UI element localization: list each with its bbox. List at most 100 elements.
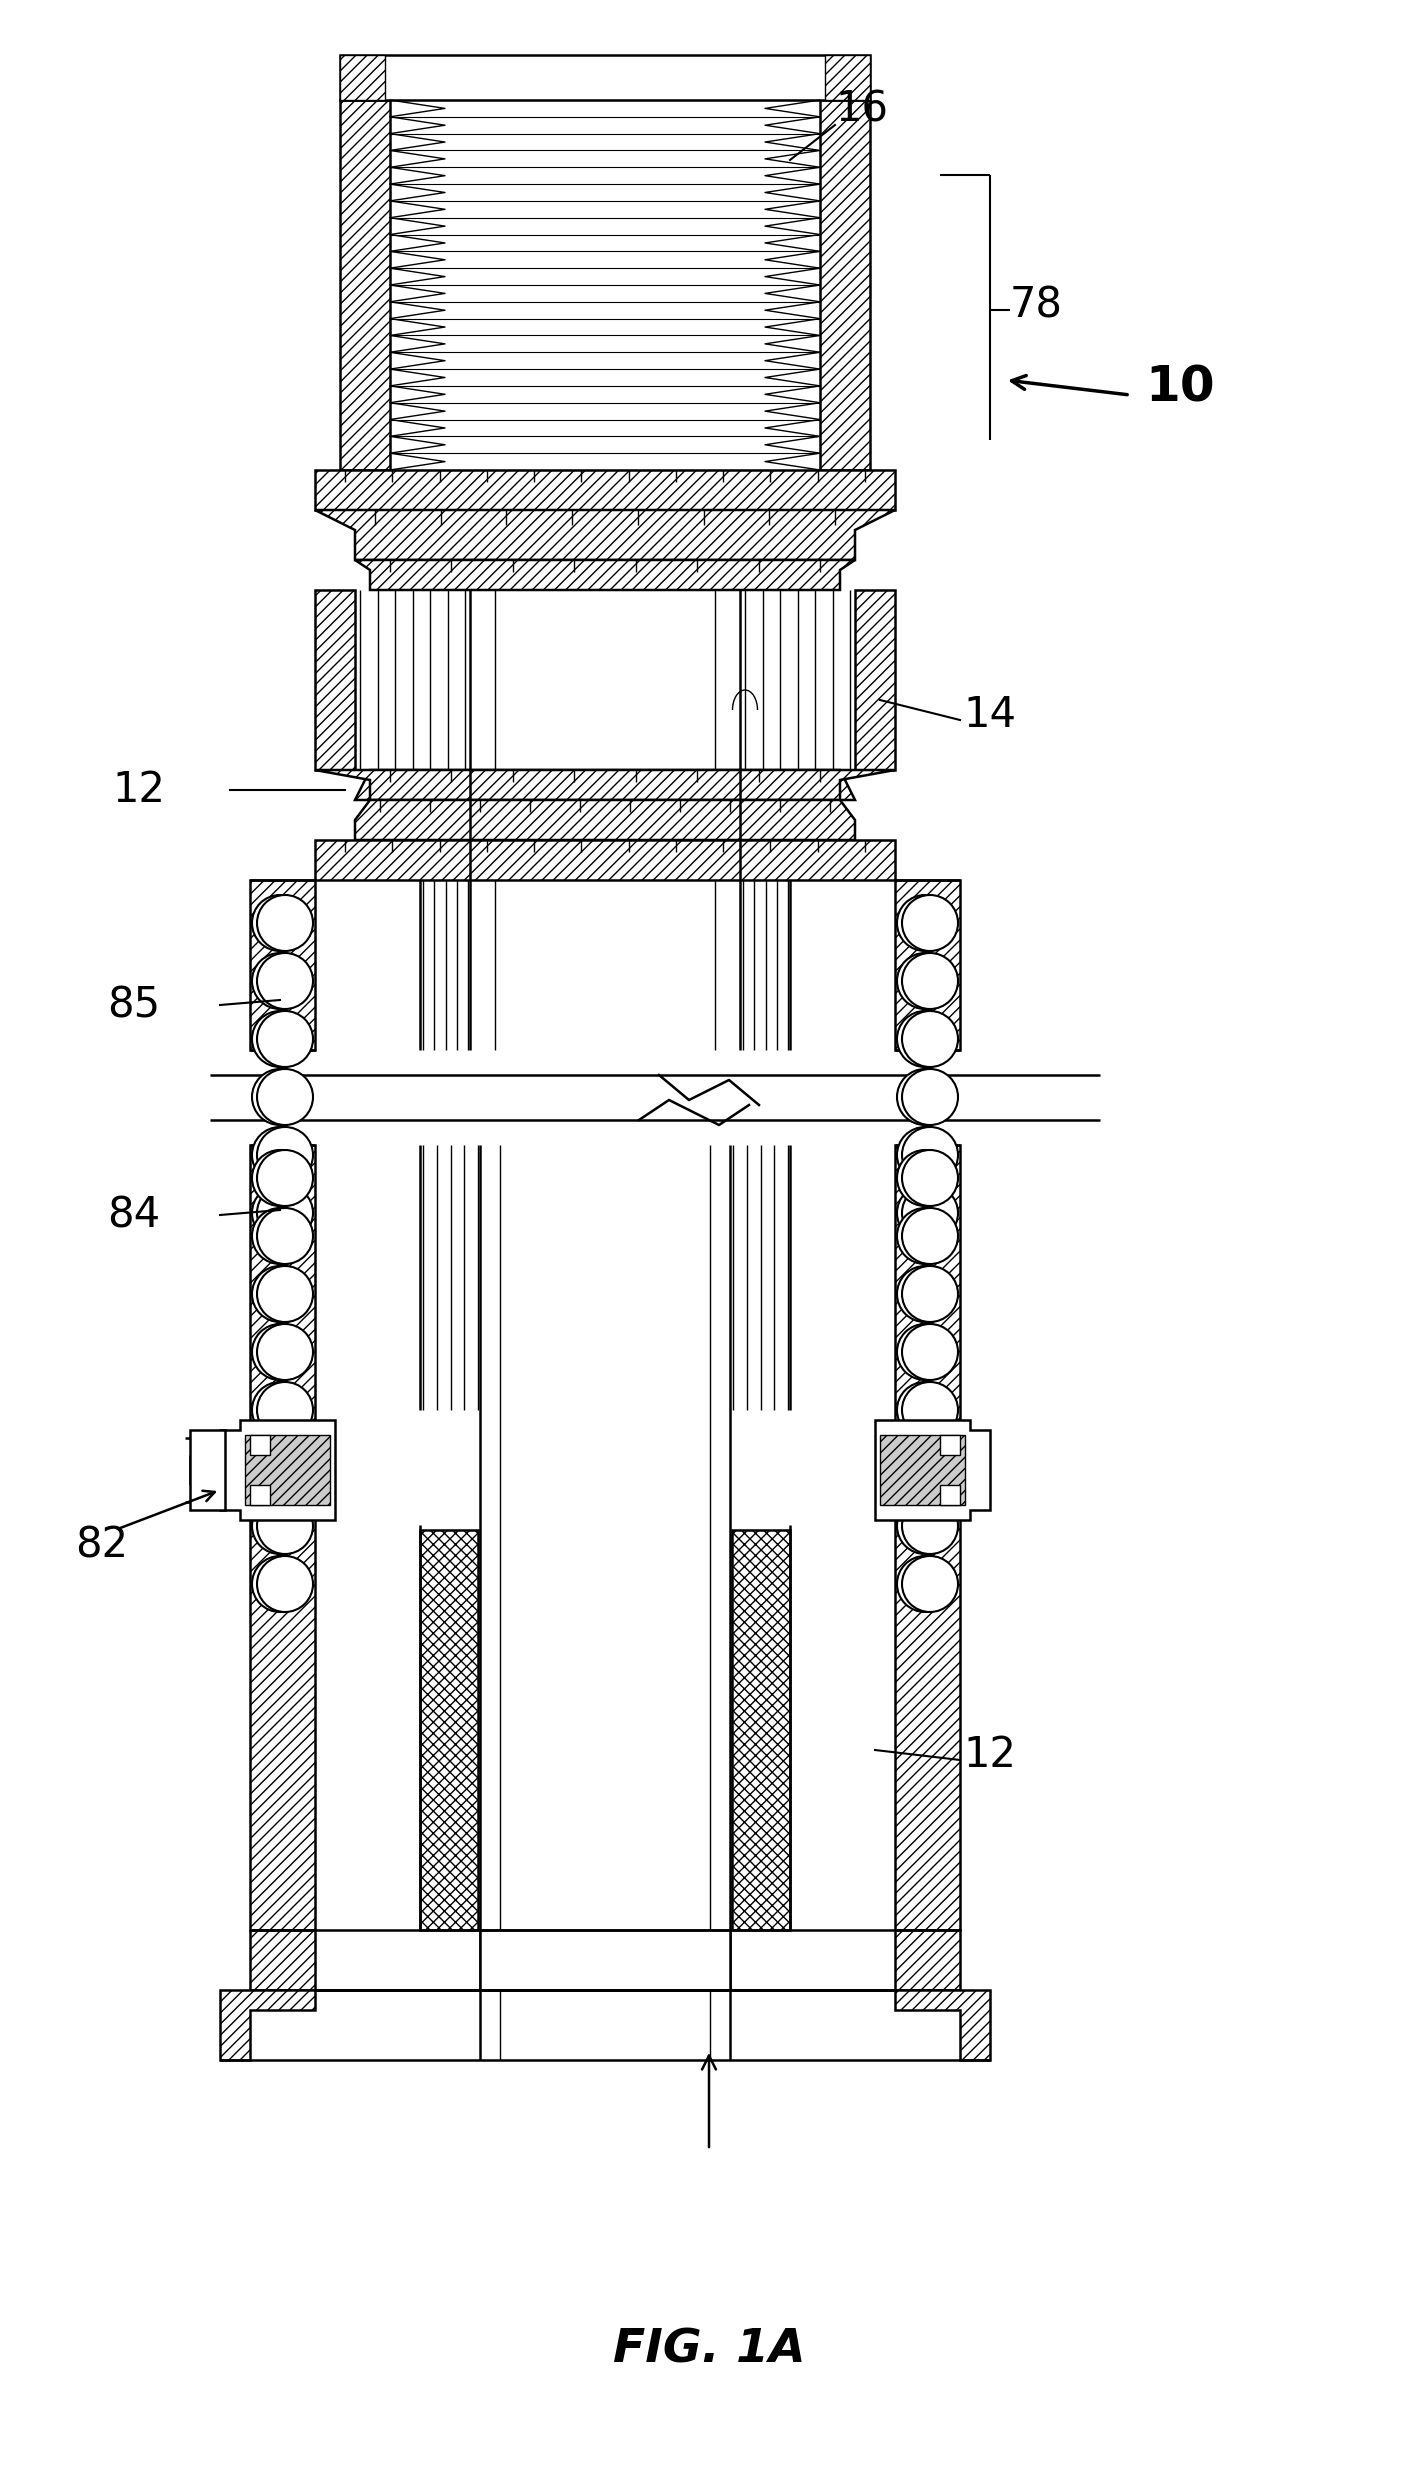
Polygon shape <box>250 879 315 1051</box>
Text: 10: 10 <box>1144 364 1215 411</box>
Polygon shape <box>732 1529 790 1930</box>
Polygon shape <box>354 769 855 799</box>
Polygon shape <box>315 839 895 879</box>
Bar <box>940 1484 960 1504</box>
Circle shape <box>257 1150 313 1205</box>
Circle shape <box>898 1265 953 1322</box>
Polygon shape <box>315 769 895 799</box>
Circle shape <box>902 1382 959 1439</box>
Circle shape <box>898 1068 953 1125</box>
Circle shape <box>252 1499 308 1554</box>
Circle shape <box>252 1185 308 1240</box>
Circle shape <box>902 1150 959 1205</box>
Text: 16: 16 <box>835 90 888 132</box>
Circle shape <box>902 1128 959 1183</box>
Text: 82: 82 <box>75 1524 128 1566</box>
Polygon shape <box>354 799 855 839</box>
Circle shape <box>898 1325 953 1379</box>
Circle shape <box>252 894 308 951</box>
Circle shape <box>902 1439 959 1496</box>
Polygon shape <box>820 100 871 471</box>
Circle shape <box>898 1499 953 1554</box>
Bar <box>340 55 386 100</box>
Polygon shape <box>220 1990 990 2059</box>
Circle shape <box>898 1185 953 1240</box>
Circle shape <box>257 1265 313 1322</box>
Circle shape <box>898 1128 953 1183</box>
Polygon shape <box>875 1419 990 1519</box>
Polygon shape <box>220 1419 335 1519</box>
Circle shape <box>902 1208 959 1265</box>
Circle shape <box>898 1556 953 1611</box>
Circle shape <box>902 1325 959 1379</box>
Text: 12: 12 <box>112 769 164 812</box>
Bar <box>881 1434 966 1504</box>
Polygon shape <box>315 510 895 560</box>
Circle shape <box>252 1068 308 1125</box>
Circle shape <box>257 894 313 951</box>
Circle shape <box>257 954 313 1008</box>
Circle shape <box>902 1265 959 1322</box>
Circle shape <box>902 954 959 1008</box>
Circle shape <box>257 1208 313 1265</box>
Bar <box>250 1484 269 1504</box>
Text: FIG. 1A: FIG. 1A <box>613 2328 805 2373</box>
Circle shape <box>898 894 953 951</box>
Circle shape <box>257 1556 313 1611</box>
Circle shape <box>257 1439 313 1496</box>
Polygon shape <box>315 471 895 510</box>
Circle shape <box>257 1325 313 1379</box>
Circle shape <box>898 1439 953 1496</box>
Circle shape <box>898 1208 953 1265</box>
Text: 78: 78 <box>1010 284 1064 326</box>
Circle shape <box>252 1382 308 1439</box>
Bar <box>250 1434 269 1454</box>
Bar <box>245 1434 330 1504</box>
Polygon shape <box>420 1529 478 1930</box>
Polygon shape <box>315 590 354 769</box>
Circle shape <box>252 1208 308 1265</box>
Circle shape <box>252 1011 308 1068</box>
Polygon shape <box>895 1145 960 1429</box>
Circle shape <box>898 1150 953 1205</box>
Circle shape <box>898 1011 953 1068</box>
Circle shape <box>902 1556 959 1611</box>
Bar <box>250 1930 315 1990</box>
Circle shape <box>257 1011 313 1068</box>
Polygon shape <box>895 879 960 1051</box>
Circle shape <box>257 1185 313 1240</box>
Circle shape <box>257 1382 313 1439</box>
Circle shape <box>898 954 953 1008</box>
Circle shape <box>257 1499 313 1554</box>
Bar <box>190 1429 225 1509</box>
Circle shape <box>252 1128 308 1183</box>
Circle shape <box>902 1068 959 1125</box>
Text: 12: 12 <box>963 1733 1015 1775</box>
Bar <box>940 1434 960 1454</box>
Circle shape <box>902 894 959 951</box>
Circle shape <box>902 1185 959 1240</box>
Circle shape <box>252 1325 308 1379</box>
Text: 14: 14 <box>963 695 1017 737</box>
Circle shape <box>252 1556 308 1611</box>
Circle shape <box>252 1265 308 1322</box>
Bar <box>825 55 871 100</box>
Circle shape <box>898 1382 953 1439</box>
Polygon shape <box>250 1429 315 1930</box>
Bar <box>481 1930 730 1990</box>
Circle shape <box>902 1499 959 1554</box>
Text: 84: 84 <box>106 1195 160 1235</box>
Bar <box>340 55 871 100</box>
Polygon shape <box>895 1429 960 1930</box>
Text: 85: 85 <box>106 984 160 1026</box>
Polygon shape <box>354 560 855 590</box>
Bar <box>895 1930 960 1990</box>
Circle shape <box>902 1011 959 1068</box>
Circle shape <box>257 1068 313 1125</box>
Circle shape <box>252 1439 308 1496</box>
Polygon shape <box>340 100 390 471</box>
Circle shape <box>252 1150 308 1205</box>
Polygon shape <box>855 590 895 769</box>
Circle shape <box>252 954 308 1008</box>
Circle shape <box>257 1128 313 1183</box>
